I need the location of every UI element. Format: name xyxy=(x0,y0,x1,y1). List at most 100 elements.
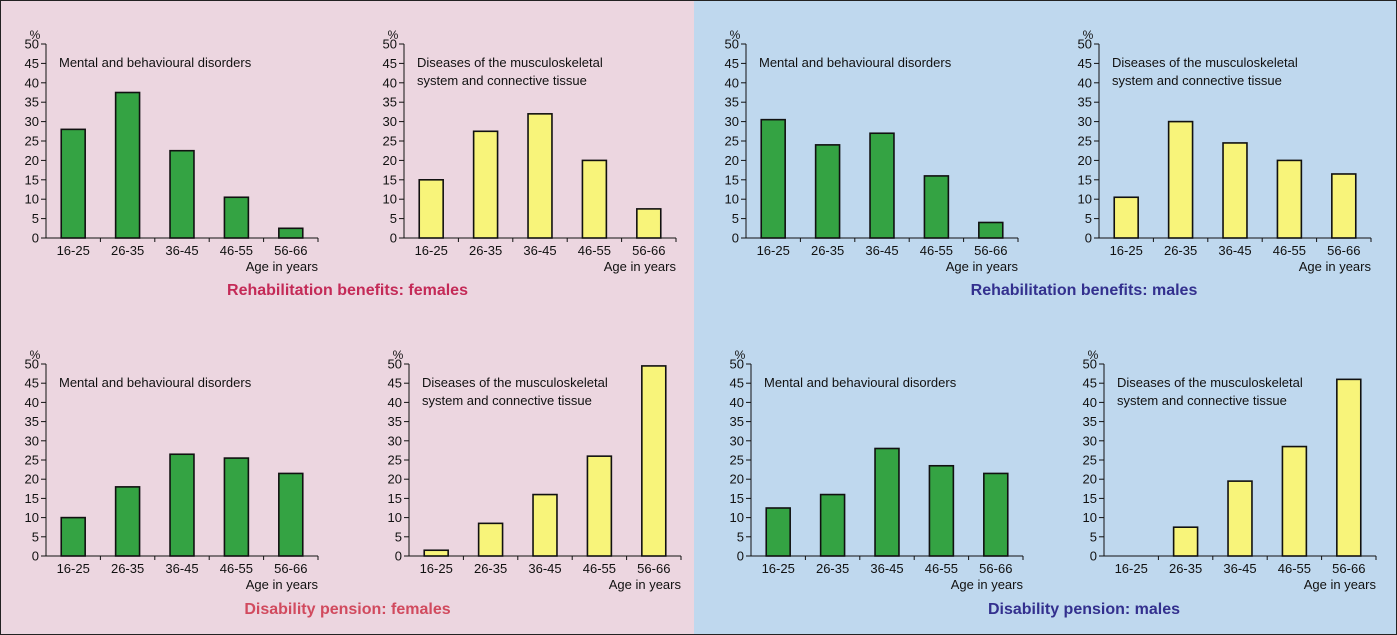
chart-2-x-label-36-45: 36-45 xyxy=(523,243,556,258)
chart-5-bar-46-55 xyxy=(223,457,250,557)
chart-3-y-tick-label: 50 xyxy=(725,37,739,52)
chart-5-y-tick-label: 15 xyxy=(25,491,39,506)
chart-3-title-line-1: Mental and behavioural disorders xyxy=(759,55,952,70)
chart-5-y-tick-label: 10 xyxy=(25,510,39,525)
chart-2-bar-46-55 xyxy=(581,159,608,239)
chart-6-title-line-2: system and connective tissue xyxy=(422,393,592,408)
chart-6-x-label-36-45: 36-45 xyxy=(528,561,561,576)
chart-4-y-tick-label: 40 xyxy=(1078,75,1092,90)
chart-3-bar-36-45 xyxy=(869,132,895,239)
chart-7-y-tick-label: 50 xyxy=(730,357,744,372)
chart-8-y-tick-label: 45 xyxy=(1083,376,1097,391)
chart-1-x-label-26-35: 26-35 xyxy=(111,243,144,258)
chart-3-x-label-56-66: 56-66 xyxy=(974,243,1007,258)
chart-7-y-tick-label: 30 xyxy=(730,433,744,448)
chart-8-x-label-16-25: 16-25 xyxy=(1115,561,1148,576)
chart-3-y-tick-label: 40 xyxy=(725,75,739,90)
chart-8-x-label-56-66: 56-66 xyxy=(1332,561,1365,576)
chart-8-bar-46-55 xyxy=(1281,445,1308,557)
chart-5-x-label-16-25: 16-25 xyxy=(57,561,90,576)
chart-2-y-tick-label: 15 xyxy=(383,172,397,187)
chart-1-y-tick-label: 25 xyxy=(25,134,39,149)
chart-4-title-line-2: system and connective tissue xyxy=(1112,73,1282,88)
chart-6-y-tick-label: 30 xyxy=(388,433,402,448)
chart-8-bar-26-35 xyxy=(1172,526,1199,557)
chart-3-y-tick-label: 20 xyxy=(725,153,739,168)
chart-8-y-tick-label: 10 xyxy=(1083,510,1097,525)
chart-5-x-axis-title: Age in years xyxy=(246,577,319,592)
chart-2-y-tick-label: 0 xyxy=(390,231,397,246)
chart-7-x-axis-title: Age in years xyxy=(951,577,1024,592)
pension-females-title: Disability pension: females xyxy=(244,601,451,618)
chart-7-bar-16-25 xyxy=(765,507,791,557)
chart-8-x-label-26-35: 26-35 xyxy=(1169,561,1202,576)
chart-7-y-tick-label: 10 xyxy=(730,510,744,525)
chart-3-y-unit-label: % xyxy=(730,28,741,42)
chart-2-title-line-1: Diseases of the musculoskeletal xyxy=(417,55,603,70)
chart-8-y-tick-label: 25 xyxy=(1083,453,1097,468)
chart-3-y-tick-label: 25 xyxy=(725,134,739,149)
chart-5-bar-56-66 xyxy=(278,472,304,557)
pension-males-title: Disability pension: males xyxy=(987,601,1181,618)
chart-7-bar-46-55 xyxy=(928,464,955,557)
chart-8-title-line-1: Diseases of the musculoskeletal xyxy=(1117,375,1303,390)
chart-4-y-tick-label: 0 xyxy=(1085,231,1092,246)
chart-7-y-tick-label: 25 xyxy=(730,453,744,468)
chart-2-x-label-26-35: 26-35 xyxy=(469,243,502,258)
rehab-females-title: Rehabilitation benefits: females xyxy=(227,282,468,299)
chart-7-bar-36-45 xyxy=(874,447,900,557)
chart-6-y-tick-label: 50 xyxy=(388,357,402,372)
chart-3-x-axis-title: Age in years xyxy=(946,259,1019,274)
chart-1-bar-56-66 xyxy=(278,227,304,239)
rehab-males-title: Rehabilitation benefits: males xyxy=(970,282,1198,299)
chart-1-y-tick-label: 0 xyxy=(32,231,39,246)
chart-1-y-tick-label: 5 xyxy=(32,211,39,226)
chart-8-y-tick-label: 20 xyxy=(1083,472,1097,487)
chart-5-y-unit-label: % xyxy=(30,348,41,362)
chart-2-bar-56-66 xyxy=(636,208,662,239)
chart-1-y-tick-label: 30 xyxy=(25,114,39,129)
chart-2-bar-36-45 xyxy=(527,113,553,239)
chart-2-y-tick-label: 50 xyxy=(383,37,397,52)
chart-3-x-label-46-55: 46-55 xyxy=(920,243,953,258)
chart-2-title-line-2: system and connective tissue xyxy=(417,73,587,88)
chart-6-y-tick-label: 35 xyxy=(388,414,402,429)
chart-2-y-tick-label: 5 xyxy=(390,211,397,226)
chart-1-x-label-56-66: 56-66 xyxy=(274,243,307,258)
chart-4-bar-56-66 xyxy=(1331,173,1357,239)
chart-7-y-tick-label: 20 xyxy=(730,472,744,487)
chart-2-y-unit-label: % xyxy=(388,28,399,42)
chart-1-bar-16-25 xyxy=(60,128,86,239)
chart-5-bar-16-25 xyxy=(60,516,86,557)
chart-4-bar-46-55 xyxy=(1276,159,1303,239)
chart-5-bar-26-35 xyxy=(114,486,141,557)
chart-4-bar-26-35 xyxy=(1167,120,1194,239)
chart-1-x-label-16-25: 16-25 xyxy=(57,243,90,258)
chart-7-y-tick-label: 5 xyxy=(737,529,744,544)
chart-4-bar-16-25 xyxy=(1113,196,1139,239)
chart-1-bar-36-45 xyxy=(169,149,195,239)
chart-1-y-tick-label: 45 xyxy=(25,56,39,71)
chart-5-y-tick-label: 50 xyxy=(25,357,39,372)
chart-1-title-line-1: Mental and behavioural disorders xyxy=(59,55,252,70)
chart-3-bar-16-25 xyxy=(760,118,786,239)
male-panel: Rehabilitation benefits: males Disabilit… xyxy=(694,1,1396,634)
chart-5-x-label-46-55: 46-55 xyxy=(220,561,253,576)
chart-7-bar-56-66 xyxy=(983,472,1009,557)
chart-5-x-label-56-66: 56-66 xyxy=(274,561,307,576)
chart-6-y-tick-label: 40 xyxy=(388,395,402,410)
chart-3-y-tick-label: 30 xyxy=(725,114,739,129)
chart-4-title-line-1: Diseases of the musculoskeletal xyxy=(1112,55,1298,70)
chart-5-y-tick-label: 40 xyxy=(25,395,39,410)
chart-4-y-tick-label: 20 xyxy=(1078,153,1092,168)
chart-5-y-tick-label: 35 xyxy=(25,414,39,429)
chart-4-y-tick-label: 35 xyxy=(1078,95,1092,110)
chart-2-y-tick-label: 25 xyxy=(383,134,397,149)
chart-1-y-tick-label: 20 xyxy=(25,153,39,168)
chart-1-x-label-46-55: 46-55 xyxy=(220,243,253,258)
chart-2-y-tick-label: 30 xyxy=(383,114,397,129)
chart-4-y-tick-label: 15 xyxy=(1078,172,1092,187)
chart-6-y-tick-label: 45 xyxy=(388,376,402,391)
chart-4-y-tick-label: 45 xyxy=(1078,56,1092,71)
